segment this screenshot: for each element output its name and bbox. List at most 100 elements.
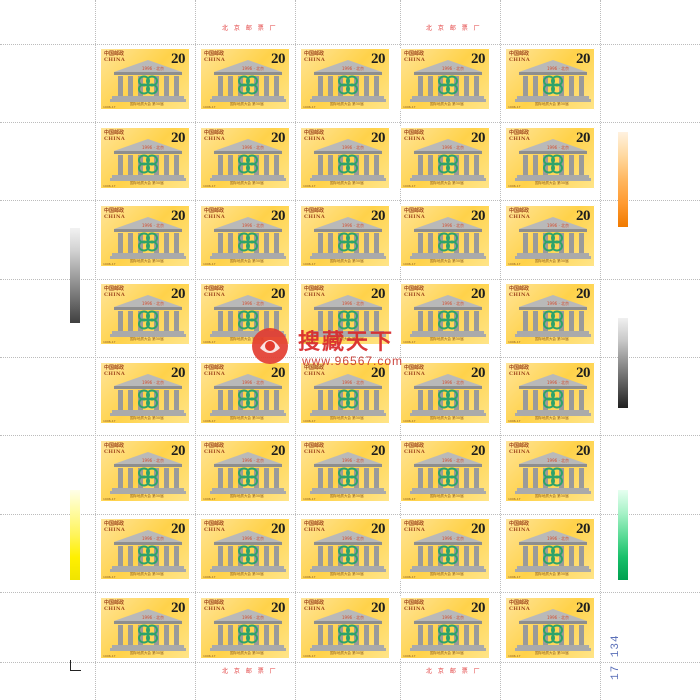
stamp: 中国邮政 CHINA 20 1996 · 北京 国际地质大会 第30届 1996-17 <box>300 518 390 580</box>
stamp-country-label: 中国邮政 CHINA <box>404 51 425 63</box>
stamp-caption: 国际地质大会 第30届 <box>130 651 164 655</box>
stamp-year-place: 1996 · 北京 <box>142 301 164 306</box>
stamp-face-value: 20 <box>576 443 591 459</box>
temple-emblem-motif <box>210 374 286 416</box>
stamp-caption: 国际地质大会 第30届 <box>535 337 569 341</box>
stamp-year-place: 1996 · 北京 <box>142 380 164 385</box>
stamp-code: 1996-17 <box>203 105 216 109</box>
stamp-code: 1996-17 <box>403 105 416 109</box>
stamp-caption: 国际地质大会 第30届 <box>330 651 364 655</box>
stamp-caption: 国际地质大会 第30届 <box>535 494 569 498</box>
temple-emblem-motif <box>110 609 186 651</box>
stamp-country-cn: 中国邮政 <box>404 443 425 449</box>
stamp-year-place: 1996 · 北京 <box>242 223 264 228</box>
stamp: 中国邮政 CHINA 20 1996 · 北京 国际地质大会 第30届 1996-17 <box>300 127 390 189</box>
margin-imprint-bottom-right: 北 京 邮 票 厂 <box>426 668 482 675</box>
watermark-title: 搜藏天下 <box>298 330 395 355</box>
temple-emblem-motif <box>210 60 286 102</box>
perforation-line-vertical <box>600 0 601 700</box>
stamp-country-label: 中国邮政 CHINA <box>404 521 425 533</box>
stamp-face-value: 20 <box>371 130 386 146</box>
stamp-year-place: 1996 · 北京 <box>442 66 464 71</box>
stamp-country-en: CHINA <box>304 136 325 142</box>
stamp: 中国邮政 CHINA 20 1996 · 北京 国际地质大会 第30届 1996-17 <box>300 362 390 424</box>
stamp-caption: 国际地质大会 第30届 <box>535 181 569 185</box>
stamp-country-label: 中国邮政 CHINA <box>304 443 325 455</box>
stamp-country-label: 中国邮政 CHINA <box>104 130 125 142</box>
stamp-country-label: 中国邮政 CHINA <box>104 600 125 612</box>
stamp-country-cn: 中国邮政 <box>509 286 530 292</box>
stamp: 中国邮政 CHINA 20 1996 · 北京 国际地质大会 第30届 1996-17 <box>505 518 595 580</box>
temple-emblem-motif <box>310 609 386 651</box>
stamp-face-value: 20 <box>271 365 286 381</box>
stamp: 中国邮政 CHINA 20 1996 · 北京 国际地质大会 第30届 1996-17 <box>400 518 490 580</box>
stamp-code: 1996-17 <box>508 497 521 501</box>
stamp-year-place: 1996 · 北京 <box>242 536 264 541</box>
stamp-country-cn: 中国邮政 <box>204 443 225 449</box>
stamp-face-value: 20 <box>576 208 591 224</box>
stamp-code: 1996-17 <box>203 340 216 344</box>
stamp-code: 1996-17 <box>303 262 316 266</box>
stamp-code: 1996-17 <box>103 105 116 109</box>
stamp-country-cn: 中国邮政 <box>204 208 225 214</box>
stamp-face-value: 20 <box>576 365 591 381</box>
stamp-caption: 国际地质大会 第30届 <box>130 337 164 341</box>
stamp: 中国邮政 CHINA 20 1996 · 北京 国际地质大会 第30届 1996-17 <box>100 440 190 502</box>
stamp: 中国邮政 CHINA 20 1996 · 北京 国际地质大会 第30届 1996-17 <box>505 283 595 345</box>
stamp-country-cn: 中国邮政 <box>204 130 225 136</box>
stamp-face-value: 20 <box>171 365 186 381</box>
stamp-country-cn: 中国邮政 <box>404 365 425 371</box>
stamp-country-label: 中国邮政 CHINA <box>204 600 225 612</box>
stamp-face-value: 20 <box>471 600 486 616</box>
stamp-year-place: 1996 · 北京 <box>547 145 569 150</box>
stamp: 中国邮政 CHINA 20 1996 · 北京 国际地质大会 第30届 1996-17 <box>400 283 490 345</box>
stamp-country-cn: 中国邮政 <box>304 521 325 527</box>
stamp-caption: 国际地质大会 第30届 <box>430 181 464 185</box>
stamp-country-en: CHINA <box>509 371 530 377</box>
stamp-code: 1996-17 <box>303 105 316 109</box>
stamp-country-label: 中国邮政 CHINA <box>204 443 225 455</box>
stamp-year-place: 1996 · 北京 <box>547 615 569 620</box>
stamp-face-value: 20 <box>576 130 591 146</box>
stamp-country-cn: 中国邮政 <box>404 130 425 136</box>
stamp-country-en: CHINA <box>404 371 425 377</box>
stamp-code: 1996-17 <box>203 262 216 266</box>
stamp-country-en: CHINA <box>204 136 225 142</box>
stamp-country-label: 中国邮政 CHINA <box>204 365 225 377</box>
stamp-country-label: 中国邮政 CHINA <box>204 51 225 63</box>
stamp-year-place: 1996 · 北京 <box>142 66 164 71</box>
stamp-code: 1996-17 <box>303 419 316 423</box>
stamp: 中国邮政 CHINA 20 1996 · 北京 国际地质大会 第30届 1996-17 <box>300 440 390 502</box>
perforation-line-horizontal <box>0 435 700 436</box>
stamp-country-cn: 中国邮政 <box>104 365 125 371</box>
stamp-country-en: CHINA <box>204 57 225 63</box>
stamp: 中国邮政 CHINA 20 1996 · 北京 国际地质大会 第30届 1996-17 <box>200 205 290 267</box>
stamp-code: 1996-17 <box>403 419 416 423</box>
stamp-caption: 国际地质大会 第30届 <box>430 651 464 655</box>
perforation-line-horizontal <box>0 279 700 280</box>
stamp: 中国邮政 CHINA 20 1996 · 北京 国际地质大会 第30届 1996-17 <box>300 597 390 659</box>
stamp-caption: 国际地质大会 第30届 <box>230 337 264 341</box>
temple-emblem-motif <box>110 139 186 181</box>
stamp: 中国邮政 CHINA 20 1996 · 北京 国际地质大会 第30届 1996-17 <box>505 362 595 424</box>
temple-emblem-motif <box>410 60 486 102</box>
stamp-caption: 国际地质大会 第30届 <box>230 651 264 655</box>
stamp-country-cn: 中国邮政 <box>404 208 425 214</box>
stamp-code: 1996-17 <box>103 419 116 423</box>
stamp-caption: 国际地质大会 第30届 <box>430 416 464 420</box>
margin-imprint-top-left: 北 京 邮 票 厂 <box>222 25 278 32</box>
stamp-year-place: 1996 · 北京 <box>142 536 164 541</box>
sheet-serial-number: 17 134 <box>610 634 622 680</box>
stamp-face-value: 20 <box>371 600 386 616</box>
site-watermark: 搜藏天下 www.96567.com <box>250 322 455 378</box>
stamp: 中国邮政 CHINA 20 1996 · 北京 国际地质大会 第30届 1996-17 <box>100 518 190 580</box>
stamp-country-en: CHINA <box>104 449 125 455</box>
stamp-country-en: CHINA <box>509 606 530 612</box>
stamp-country-en: CHINA <box>509 214 530 220</box>
stamp-face-value: 20 <box>471 443 486 459</box>
perforation-line-vertical <box>295 0 296 700</box>
stamp-country-label: 中国邮政 CHINA <box>509 208 530 220</box>
stamp-country-en: CHINA <box>404 136 425 142</box>
stamp: 中国邮政 CHINA 20 1996 · 北京 国际地质大会 第30届 1996-17 <box>100 48 190 110</box>
stamp-code: 1996-17 <box>103 262 116 266</box>
